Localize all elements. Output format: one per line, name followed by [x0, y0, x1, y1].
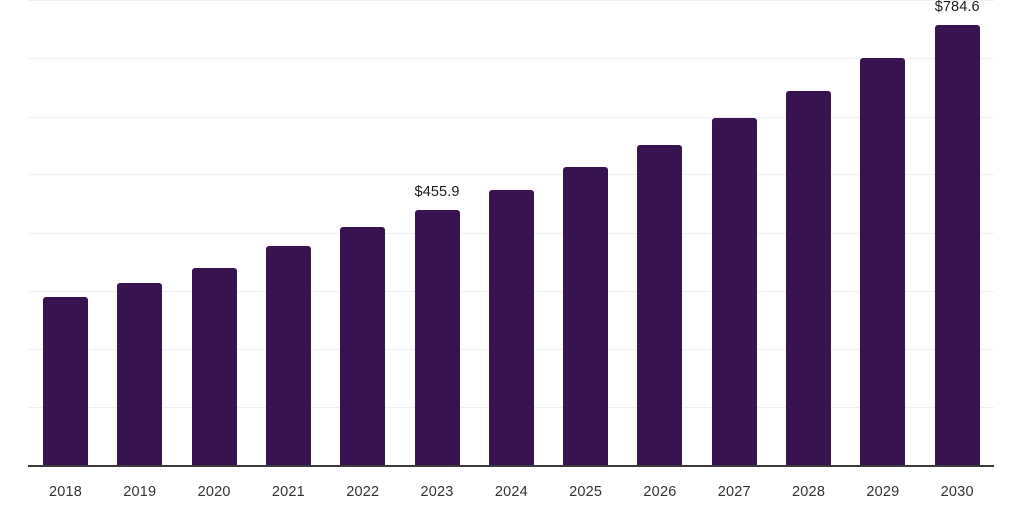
x-axis-labels: 2018 2019 2020 2021 2022 2023 2024 2025 2026 2027…	[28, 484, 994, 506]
bar-2023[interactable]	[414, 209, 460, 465]
bar-group	[177, 0, 252, 465]
x-axis-label-2023: 2023	[420, 484, 454, 500]
bar-2020[interactable]	[191, 267, 237, 465]
bar-2021[interactable]	[265, 245, 311, 465]
x-axis-label-2028: 2028	[792, 484, 826, 500]
bar-2028[interactable]	[786, 90, 832, 465]
bar-group	[771, 0, 846, 465]
bar-group	[325, 0, 400, 465]
x-axis-label-2018: 2018	[48, 484, 83, 500]
x-axis-label-2029: 2029	[866, 484, 900, 500]
bar-2026[interactable]	[637, 145, 683, 465]
x-axis-label-2019: 2019	[123, 484, 157, 500]
bar-2018[interactable]	[43, 296, 88, 465]
x-axis-label-2027: 2027	[717, 484, 751, 500]
bar-2027[interactable]	[711, 118, 757, 465]
chart-plot-area: $455.9 $784.6	[28, 0, 994, 466]
bar-2030[interactable]	[934, 25, 980, 465]
bar-group	[697, 0, 772, 465]
bar-group	[548, 0, 623, 465]
bar-group	[845, 0, 920, 465]
bar-2022[interactable]	[340, 227, 386, 465]
bar-group	[251, 0, 326, 465]
x-axis-label-2024: 2024	[494, 484, 528, 500]
x-axis-label-2020: 2020	[197, 484, 231, 500]
bar-group	[28, 0, 103, 465]
x-axis-label-2025: 2025	[569, 484, 603, 500]
bar-2025[interactable]	[563, 167, 609, 465]
bar-value-label-2023: $455.9	[414, 183, 460, 200]
x-axis-label-2030: 2030	[940, 484, 974, 500]
x-axis-label-2026: 2026	[643, 484, 677, 500]
bar-group	[622, 0, 697, 465]
bar-2029[interactable]	[860, 58, 906, 465]
bar-2024[interactable]	[488, 189, 534, 465]
bar-group: $455.9	[400, 0, 475, 465]
bar-group	[102, 0, 177, 465]
bar-group: $784.6	[920, 0, 995, 465]
bar-2019[interactable]	[117, 282, 163, 465]
bar-value-label-2030: $784.6	[934, 0, 980, 16]
x-axis-label-2021: 2021	[271, 484, 305, 500]
x-axis-line	[28, 465, 994, 467]
x-axis-label-2022: 2022	[346, 484, 380, 500]
bar-group	[474, 0, 549, 465]
